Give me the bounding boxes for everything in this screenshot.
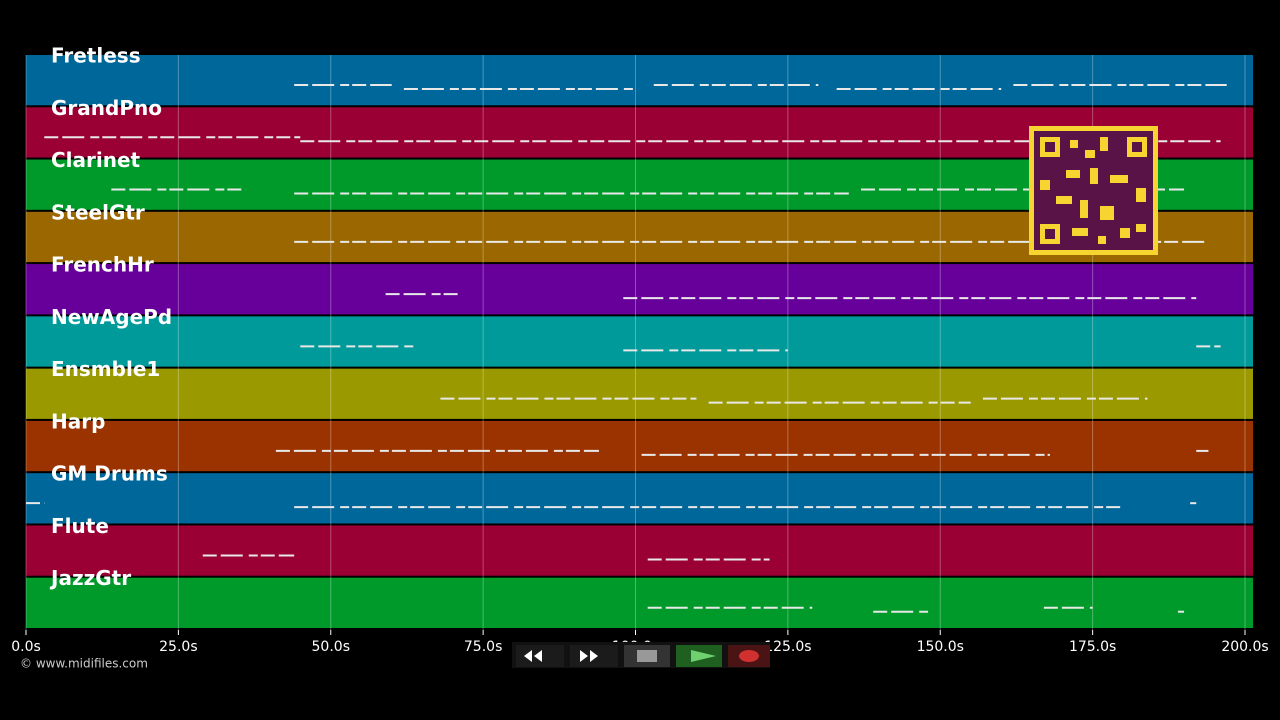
footer: © www.midifiles.com [20,657,148,671]
track-name: Flute [51,514,109,538]
grid [25,55,1246,630]
track-row [26,525,1253,576]
track-name: Clarinet [51,148,141,172]
stop-button[interactable] [624,645,670,667]
track-name: GM Drums [51,462,168,486]
track-row [26,473,1253,524]
track-name: GrandPno [51,96,162,120]
qr-code [1029,126,1158,255]
track-row [26,316,1253,367]
x-tick-label: 0.0s [11,639,41,655]
track-row [26,368,1253,419]
track-name: FrenchHr [51,253,154,277]
record-button[interactable] [728,645,770,667]
track-row [26,264,1253,315]
track-name: Harp [51,409,105,433]
x-tick-label: 25.0s [159,639,197,655]
track-name: SteelGtr [51,200,145,224]
track-name: JazzGtr [49,566,131,590]
x-tick-label: 75.0s [464,639,502,655]
track-name: Ensmble1 [51,357,160,381]
play-button[interactable] [676,645,722,667]
transport-controls [512,642,770,668]
track-row [26,55,1253,106]
x-tick-label: 175.0s [1069,639,1116,655]
x-tick-label: 125.0s [764,639,811,655]
track-name: Fretless [51,44,141,68]
rewind-button[interactable] [516,645,564,667]
track-row [26,577,1253,628]
track-labels: Fretless GrandPno Clarinet SteelGtr FrenchHr… [49,44,172,591]
x-tick-label: 200.0s [1221,639,1268,655]
x-tick-label: 50.0s [312,639,350,655]
x-tick-label: 150.0s [917,639,964,655]
track-name: NewAgePd [51,305,172,329]
track-row [26,420,1253,472]
forward-button[interactable] [570,645,618,667]
